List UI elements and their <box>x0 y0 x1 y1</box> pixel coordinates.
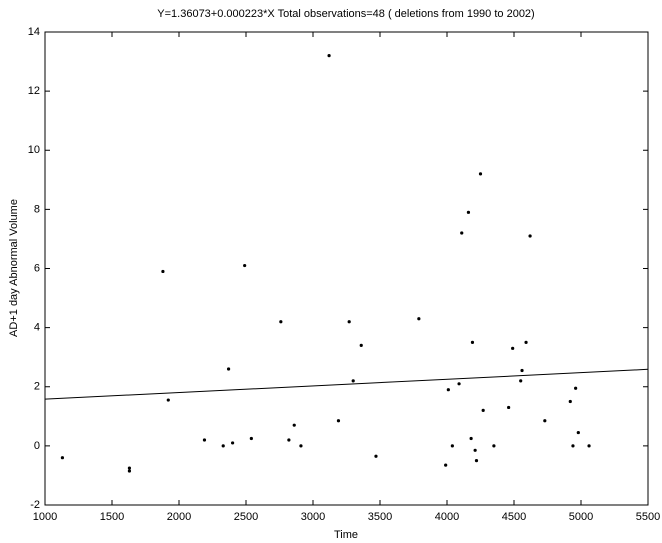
point <box>417 317 421 321</box>
point <box>543 419 547 423</box>
y-tick-label: 8 <box>34 203 40 215</box>
point <box>450 444 454 448</box>
point <box>574 386 578 390</box>
x-tick-label: 5000 <box>569 511 593 523</box>
point <box>466 210 471 214</box>
point <box>481 408 485 412</box>
point <box>478 172 483 176</box>
point <box>60 456 65 460</box>
point <box>520 368 524 373</box>
point <box>474 459 479 463</box>
x-axis-label: Time <box>334 529 358 541</box>
point <box>444 463 448 467</box>
point <box>221 444 225 448</box>
y-tick-label: 4 <box>34 322 40 334</box>
point <box>460 231 464 235</box>
chart-title: Y=1.36073+0.000223*X Total observations=… <box>157 8 534 20</box>
point <box>519 379 523 383</box>
point <box>528 234 532 238</box>
point <box>279 320 283 324</box>
point <box>231 441 235 445</box>
point <box>576 430 580 435</box>
point <box>299 444 303 448</box>
point <box>568 399 572 404</box>
y-tick-label: 2 <box>34 381 40 393</box>
x-tick-label: 3000 <box>301 511 325 523</box>
y-tick-label: -2 <box>30 499 40 511</box>
point <box>473 448 477 452</box>
x-tick-label: 1500 <box>100 511 124 523</box>
point <box>469 436 473 441</box>
point <box>226 367 231 371</box>
y-tick-label: 10 <box>28 144 40 156</box>
y-tick-label: 0 <box>34 440 40 452</box>
point <box>127 466 132 470</box>
point <box>336 419 341 423</box>
x-tick-label: 2500 <box>234 511 258 523</box>
point <box>446 388 450 392</box>
point <box>161 269 165 274</box>
x-tick-label: 1000 <box>33 511 57 523</box>
x-tick-label: 3500 <box>368 511 392 523</box>
point <box>327 54 331 58</box>
point <box>243 263 247 268</box>
point <box>249 436 253 441</box>
point <box>359 343 363 347</box>
point <box>287 438 291 442</box>
point <box>292 423 296 427</box>
point <box>166 398 170 402</box>
y-axis-label: AD+1 day Abnormal Volume <box>8 199 20 337</box>
plot-frame <box>44 31 649 506</box>
x-tick-label: 4500 <box>502 511 526 523</box>
point <box>351 379 355 383</box>
point <box>127 469 132 473</box>
x-tick-label: 2000 <box>167 511 191 523</box>
x-tick-label: 4000 <box>435 511 459 523</box>
x-tick-label: 5500 <box>636 511 660 523</box>
point <box>457 382 461 386</box>
fit-line <box>44 368 649 400</box>
point <box>524 340 528 345</box>
point <box>470 340 475 345</box>
y-tick-label: 6 <box>34 262 40 274</box>
point <box>571 444 575 448</box>
point <box>202 438 207 442</box>
point <box>511 346 515 350</box>
y-tick-label: 14 <box>28 26 40 38</box>
point <box>492 444 496 448</box>
point <box>587 444 591 448</box>
point <box>374 454 378 458</box>
point <box>347 320 351 324</box>
y-tick-label: 12 <box>28 85 40 97</box>
point <box>507 405 511 410</box>
